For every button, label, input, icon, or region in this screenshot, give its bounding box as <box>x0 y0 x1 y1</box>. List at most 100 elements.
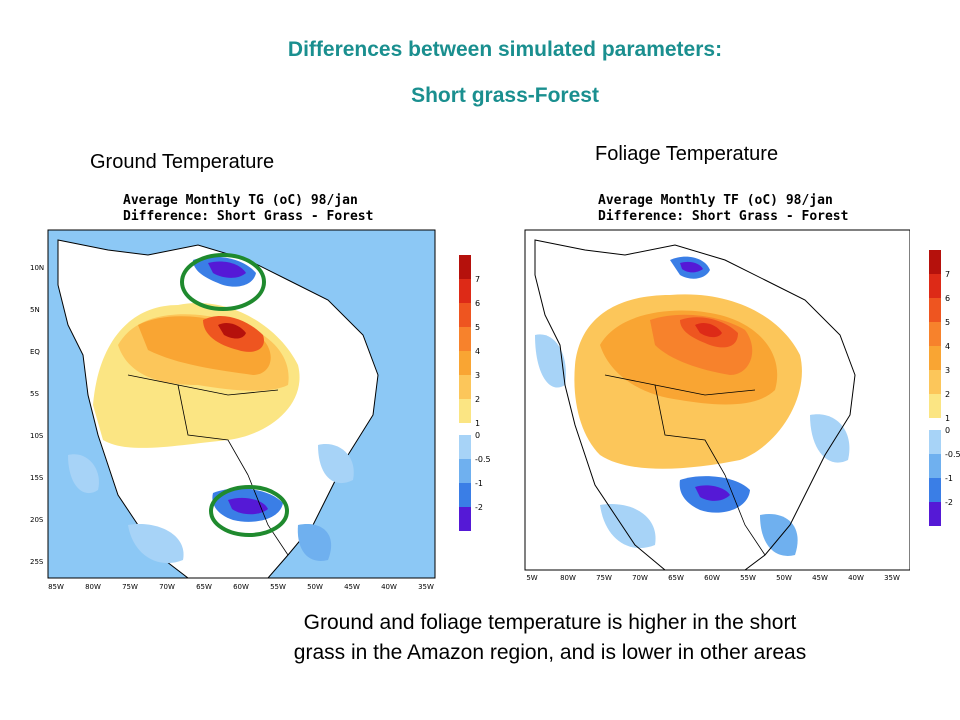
ground-country-borders <box>127 374 289 556</box>
colorbar-label: 1 <box>945 414 950 423</box>
colorbar-swatch <box>929 454 941 478</box>
foliage-lon-tick-label: 70W <box>632 574 648 582</box>
foliage-lon-tick-label: 5W <box>526 574 537 582</box>
colorbar-label: 0 <box>475 431 480 440</box>
ground-lat-tick-label: 25S <box>30 558 44 566</box>
foliage-country-borders <box>604 374 766 556</box>
colorbar-label: 6 <box>945 294 950 303</box>
colorbar-label: 2 <box>945 390 950 399</box>
colorbar-label: 7 <box>945 270 950 279</box>
ground-map-header: Average Monthly TG (oC) 98/jan Differenc… <box>123 193 373 225</box>
colorbar-swatch <box>929 250 941 274</box>
ground-lon-tick-label: 45W <box>344 583 360 591</box>
colorbar-swatch <box>929 430 941 454</box>
ground-lon-tick-label: 65W <box>196 583 212 591</box>
ground-lat-tick-label: 10S <box>30 432 44 440</box>
ground-lat-tick-label: 15S <box>30 474 44 482</box>
ground-map-land <box>57 239 379 578</box>
colorbar-label: 6 <box>475 299 480 308</box>
colorbar-swatch <box>929 298 941 322</box>
colorbar-swatch <box>459 279 471 303</box>
colorbar-swatch <box>459 375 471 399</box>
caption: Ground and foliage temperature is higher… <box>185 608 915 668</box>
ground-south-highlight-circle <box>209 485 289 537</box>
colorbar-swatch <box>929 370 941 394</box>
ground-lat-tick-label: 10N <box>30 264 44 272</box>
colorbar-label: -0.5 <box>945 450 960 459</box>
ground-longitude-ticks: 85W 80W 75W 70W 65W 60W 55W 50W 45W 40W 35W <box>48 583 434 591</box>
caption-line2: grass in the Amazon region, and is lower… <box>293 641 807 664</box>
colorbar-label: -2 <box>945 498 953 507</box>
colorbar-label: 5 <box>945 318 950 327</box>
colorbar-label: 3 <box>475 371 480 380</box>
ground-latitude-ticks: 10N 5N EQ 5S 10S 15S 20S 25S <box>30 264 44 566</box>
foliage-longitude-ticks: 5W 80W 75W 70W 65W 60W 55W 50W 45W 40W 35W <box>526 574 900 582</box>
ground-temperature-map: 10N 5N EQ 5S 10S 15S 20S 25S 85W 80W 75W 70W 65W 60W… <box>30 229 436 591</box>
ground-lat-tick-label: 5N <box>30 306 40 314</box>
colorbar-swatch <box>459 459 471 483</box>
colorbar-swatch <box>459 507 471 531</box>
colorbar-label: 3 <box>945 366 950 375</box>
colorbar-swatch <box>929 322 941 346</box>
colorbar-swatch <box>459 435 471 459</box>
ground-lon-tick-label: 85W <box>48 583 64 591</box>
colorbar-swatch <box>929 394 941 418</box>
colorbar-label: 7 <box>475 275 480 284</box>
colorbar-label: 5 <box>475 323 480 332</box>
colorbar-label: 1 <box>475 419 480 428</box>
ground-temperature-label: Ground Temperature <box>90 151 275 173</box>
colorbar-label: 4 <box>475 347 480 356</box>
ground-lon-tick-label: 75W <box>122 583 138 591</box>
foliage-temperature-map: 5W 80W 75W 70W 65W 60W 55W 50W 45W 40W 35W <box>524 229 910 582</box>
foliage-map-header: Average Monthly TF (oC) 98/jan Differenc… <box>598 193 848 225</box>
colorbar-swatch <box>929 274 941 298</box>
colorbar-swatch <box>459 255 471 279</box>
colorbar-label: -0.5 <box>475 455 491 464</box>
colorbar-swatch <box>459 399 471 423</box>
ground-lon-tick-label: 35W <box>418 583 434 591</box>
foliage-lon-tick-label: 50W <box>776 574 792 582</box>
foliage-lon-tick-label: 35W <box>884 574 900 582</box>
foliage-lon-tick-label: 65W <box>668 574 684 582</box>
colorbar-label: 2 <box>475 395 480 404</box>
colorbar-swatch <box>459 351 471 375</box>
foliage-header-line1: Average Monthly TF (oC) 98/jan <box>598 193 833 208</box>
foliage-lon-tick-label: 55W <box>740 574 756 582</box>
ground-colorbar: 7 6 5 4 3 2 1 0 -0.5 -1 -2 <box>459 255 491 531</box>
colorbar-swatch <box>459 483 471 507</box>
colorbar-label: 0 <box>945 426 950 435</box>
ground-header-line1: Average Monthly TG (oC) 98/jan <box>123 193 358 208</box>
colorbar-label: -1 <box>945 474 953 483</box>
colorbar-swatch <box>929 478 941 502</box>
colorbar-swatch <box>929 502 941 526</box>
colorbar-swatch <box>459 303 471 327</box>
colorbar-swatch <box>459 327 471 351</box>
foliage-temperature-label: Foliage Temperature <box>595 143 779 165</box>
slide-subtitle: Short grass-Forest <box>411 84 599 107</box>
foliage-map-land <box>535 256 850 556</box>
foliage-lon-tick-label: 45W <box>812 574 828 582</box>
ground-lat-tick-label: 20S <box>30 516 44 524</box>
colorbar-label: 4 <box>945 342 950 351</box>
foliage-coastline <box>534 239 856 571</box>
ground-lon-tick-label: 40W <box>381 583 397 591</box>
ground-lon-tick-label: 50W <box>307 583 323 591</box>
foliage-lon-tick-label: 60W <box>704 574 720 582</box>
foliage-header-line2: Difference: Short Grass - Forest <box>598 209 849 224</box>
ground-lon-tick-label: 60W <box>233 583 249 591</box>
ground-north-highlight-circle <box>180 253 266 311</box>
foliage-lon-tick-label: 40W <box>848 574 864 582</box>
ground-lat-tick-label: 5S <box>30 390 39 398</box>
slide-title: Differences between simulated parameters… <box>287 38 723 61</box>
foliage-lon-tick-label: 80W <box>560 574 576 582</box>
colorbar-swatch <box>929 346 941 370</box>
colorbar-label: -1 <box>475 479 483 488</box>
caption-line1: Ground and foliage temperature is higher… <box>303 611 797 634</box>
foliage-colorbar: 7 6 5 4 3 2 1 0 -0.5 -1 -2 <box>929 250 960 526</box>
ground-lon-tick-label: 80W <box>85 583 101 591</box>
colorbar-label: -2 <box>475 503 483 512</box>
foliage-lon-tick-label: 75W <box>596 574 612 582</box>
ground-header-line2: Difference: Short Grass - Forest <box>123 209 374 224</box>
ground-lat-tick-label: EQ <box>30 348 40 356</box>
ground-lon-tick-label: 70W <box>159 583 175 591</box>
